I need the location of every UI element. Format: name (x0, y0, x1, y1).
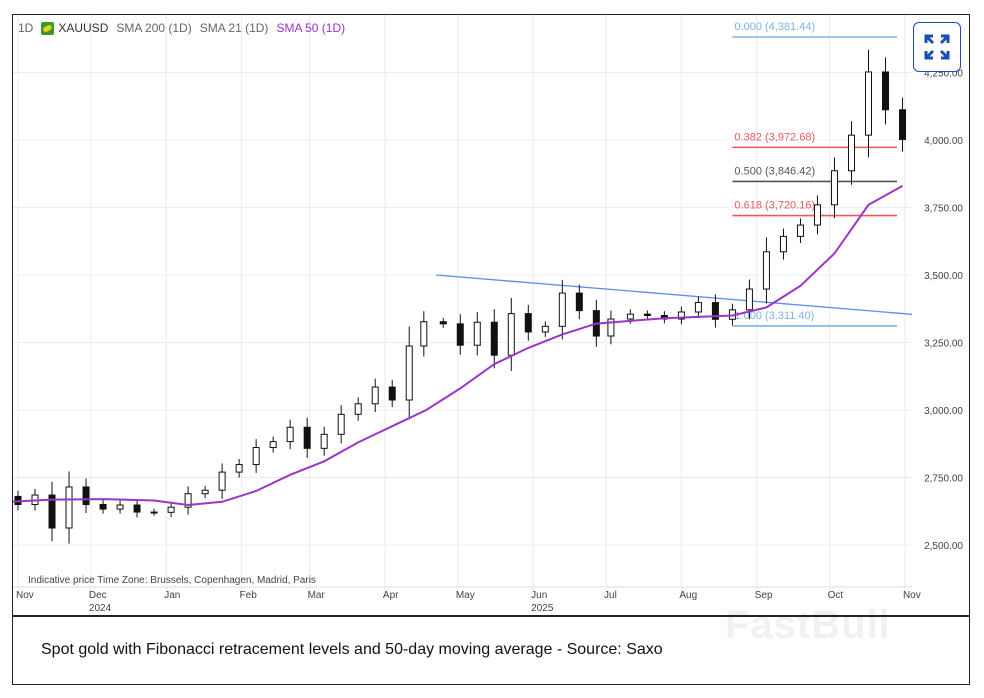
candle (830, 170, 838, 206)
candle (82, 486, 90, 506)
y-tick-label: 3,000.00 (924, 406, 963, 417)
y-tick-label: 4,250.00 (924, 69, 963, 80)
candle (303, 426, 311, 449)
x-tick-label: Aug (679, 590, 697, 601)
candle (320, 433, 328, 449)
fib-level-label: 0.618 (3,720.16) (734, 200, 815, 212)
candle (899, 109, 907, 140)
candle (575, 292, 583, 312)
x-tick-label: Jan (164, 590, 180, 601)
candle (677, 311, 685, 320)
y-tick-label: 2,750.00 (924, 474, 963, 485)
candle (745, 288, 753, 311)
candle (337, 413, 345, 435)
x-tick-label: Jul (604, 590, 617, 601)
caption-text: Spot gold with Fibonacci retracement lev… (41, 641, 663, 658)
candle (65, 486, 73, 529)
candle (607, 318, 615, 337)
indicator-sma21[interactable]: SMA 21 (1D) (199, 21, 269, 35)
x-tick-label: Feb (240, 590, 258, 601)
gold-icon (41, 21, 55, 35)
candle (473, 321, 481, 346)
candle (813, 204, 821, 226)
candle (201, 489, 209, 495)
x-tick-label: May (456, 590, 475, 601)
plot-area: 0.000 (4,381.44) 0.382 (3,972.68) 0.500 (3… (13, 21, 912, 544)
candle (116, 504, 124, 510)
y-tick-label: 3,500.00 (924, 271, 963, 282)
candle (252, 447, 260, 466)
x-tick-label: Jun (531, 590, 547, 601)
candle (558, 292, 566, 327)
chart-frame (12, 14, 970, 616)
x-tick-label: Mar (308, 590, 326, 601)
interval-label[interactable]: 1D (18, 21, 34, 35)
fib-level-label: 0.500 (3,846.42) (734, 165, 815, 177)
y-tick-label: 3,250.00 (924, 339, 963, 350)
fib-level-label: 0.000 (4,381.44) (734, 21, 815, 33)
candle (490, 321, 498, 356)
candle (541, 325, 549, 333)
symbol-text: XAUUSD (58, 21, 109, 35)
year-label: 2024 (89, 603, 112, 614)
candle (779, 235, 787, 253)
y-tick-label: 4,000.00 (924, 136, 963, 147)
year-label: 2025 (531, 603, 554, 614)
y-tick-label: 2,500.00 (924, 541, 963, 552)
indicator-sma50[interactable]: SMA 50 (1D) (276, 21, 346, 35)
candle (439, 321, 447, 325)
candle (150, 511, 158, 514)
candle (420, 321, 428, 347)
candle (133, 504, 141, 513)
sma50-line (13, 185, 904, 507)
candle (167, 506, 175, 513)
chart-note: Indicative price Time Zone: Brussels, Co… (28, 575, 316, 586)
y-tick-label: 3,750.00 (924, 204, 963, 215)
watermark: FastBull (725, 603, 891, 647)
candle (269, 441, 277, 449)
indicator-sma200[interactable]: SMA 200 (1D) (116, 21, 192, 35)
candle (354, 403, 362, 415)
candle (388, 386, 396, 401)
expand-arrows-icon (924, 34, 950, 60)
fib-level-label: 0.382 (3,972.68) (734, 131, 815, 143)
caption-box: Spot gold with Fibonacci retracement lev… (12, 616, 970, 685)
candle (847, 134, 855, 172)
candle (882, 71, 890, 111)
candle (99, 504, 107, 510)
candle (711, 302, 719, 320)
candle (235, 464, 243, 473)
candle (218, 471, 226, 491)
candle (405, 345, 413, 401)
x-tick-label: Nov (16, 590, 34, 601)
candle (643, 313, 651, 316)
fib-level-label: 1.000 (3,311.40) (734, 310, 814, 322)
candle (762, 251, 770, 290)
trendline (435, 274, 912, 315)
candle (371, 386, 379, 405)
expand-button[interactable] (913, 22, 961, 72)
candle (48, 494, 56, 529)
candle (456, 323, 464, 346)
candle (286, 426, 294, 443)
candle (694, 302, 702, 313)
candle (626, 313, 634, 320)
x-tick-label: Oct (828, 590, 844, 601)
candle (184, 493, 192, 508)
x-tick-label: Nov (903, 590, 921, 601)
candle (507, 313, 515, 356)
symbol-label[interactable]: XAUUSD (41, 21, 108, 35)
chart-legend: 1D XAUUSD SMA 200 (1D) SMA 21 (1D) SMA 5… (18, 21, 345, 35)
candle (524, 313, 532, 333)
candle (865, 71, 872, 136)
x-tick-label: Sep (755, 590, 773, 601)
candle (796, 224, 804, 237)
x-tick-label: Apr (383, 590, 399, 601)
x-tick-label: Dec (89, 590, 107, 601)
